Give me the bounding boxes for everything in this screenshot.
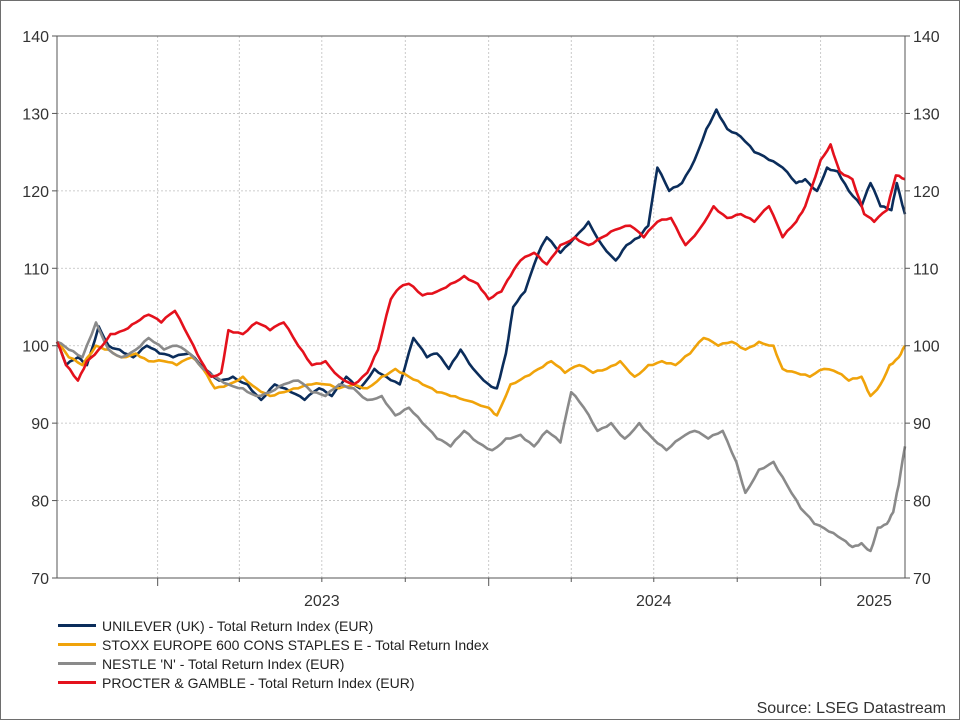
axes: 70 70 80 80 90 90 100 100 110 110 120 120 130 130 140 1… [22, 29, 940, 610]
y-tick-label-left: 80 [31, 494, 49, 511]
legend-swatch-stoxx [58, 643, 96, 646]
source-note: Source: LSEG Datastream [756, 700, 946, 717]
legend-item-pg: PROCTER & GAMBLE - Total Return Index (E… [58, 673, 489, 692]
y-tick-label-left: 70 [31, 571, 49, 588]
x-tick-label-2024: 2024 [636, 593, 672, 610]
y-tick-label-left: 140 [22, 29, 49, 46]
legend-swatch-unilever [58, 624, 96, 627]
y-tick-label-right: 120 [913, 184, 940, 201]
legend-label-unilever: UNILEVER (UK) - Total Return Index (EUR) [102, 617, 374, 634]
y-tick-label-left: 100 [22, 339, 49, 356]
x-tick-label-2025: 2025 [856, 593, 892, 610]
legend-swatch-nestle [58, 662, 96, 665]
y-tick-label-left: 110 [23, 261, 49, 278]
legend: UNILEVER (UK) - Total Return Index (EUR)… [58, 616, 489, 692]
y-tick-label-right: 140 [913, 29, 940, 46]
x-tick-label-2023: 2023 [304, 593, 340, 610]
y-tick-label-right: 70 [913, 571, 931, 588]
y-tick-label-right: 110 [913, 261, 939, 278]
legend-item-nestle: NESTLE 'N' - Total Return Index (EUR) [58, 654, 489, 673]
y-tick-label-left: 130 [22, 106, 49, 123]
y-tick-label-right: 100 [913, 339, 940, 356]
legend-swatch-pg [58, 681, 96, 684]
series-line-2 [56, 321, 907, 553]
y-tick-label-left: 90 [31, 416, 49, 433]
legend-item-stoxx: STOXX EUROPE 600 CONS STAPLES E - Total … [58, 635, 489, 654]
legend-item-unilever: UNILEVER (UK) - Total Return Index (EUR) [58, 616, 489, 635]
legend-label-nestle: NESTLE 'N' - Total Return Index (EUR) [102, 655, 345, 672]
grid [57, 35, 905, 579]
y-tick-label-right: 130 [913, 106, 940, 123]
plot-border [56, 35, 906, 579]
legend-label-stoxx: STOXX EUROPE 600 CONS STAPLES E - Total … [102, 636, 489, 653]
y-tick-label-left: 120 [22, 184, 49, 201]
series-line-3 [55, 143, 906, 386]
series-lines [55, 108, 907, 553]
legend-label-pg: PROCTER & GAMBLE - Total Return Index (E… [102, 674, 415, 691]
y-tick-label-right: 90 [913, 416, 931, 433]
y-tick-label-right: 80 [913, 494, 931, 511]
